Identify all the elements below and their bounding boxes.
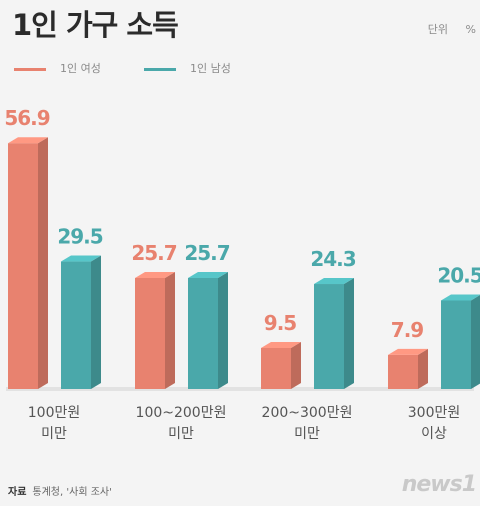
source-note: 자료 통계청, '사회 조사' <box>8 483 112 498</box>
value-label-male-0: 29.5 <box>57 225 102 249</box>
bar-side-female-2 <box>291 341 301 389</box>
category-label-2-0: 200~300만원 <box>262 405 353 421</box>
value-label-male-2: 24.3 <box>310 247 355 271</box>
bar-top-male-1 <box>188 271 228 278</box>
bar-top-female-2 <box>261 341 301 348</box>
bar-male-2 <box>314 284 344 389</box>
bar-side-male-1 <box>218 271 228 389</box>
category-label-2-1: 미만 <box>294 426 320 442</box>
bar-side-male-3 <box>471 295 480 389</box>
source-text: 통계청, '사회 조사' <box>32 487 112 498</box>
category-label-0-1: 미만 <box>41 426 67 442</box>
legend-label-male: 1인 남성 <box>190 62 231 75</box>
legend-item-male: 1인 남성 <box>144 60 231 76</box>
bar-male-0 <box>61 261 91 389</box>
news1-logo: news1 <box>401 472 477 497</box>
legend-item-female: 1인 여성 <box>14 60 101 76</box>
bar-male-3 <box>441 300 471 389</box>
value-label-male-3: 20.5 <box>437 263 480 287</box>
legend-swatch-male <box>144 67 176 71</box>
bar-female-3 <box>388 354 418 389</box>
category-label-1-1: 미만 <box>168 426 194 442</box>
value-label-male-1: 25.7 <box>184 241 229 265</box>
bar-top-female-1 <box>135 271 175 278</box>
category-label-0-0: 100만원 <box>28 405 80 421</box>
category-label-3-0: 300만원 <box>408 405 460 421</box>
legend-label-female: 1인 여성 <box>60 62 101 75</box>
bar-female-1 <box>135 277 165 389</box>
bar-top-male-0 <box>61 255 101 262</box>
value-label-female-1: 25.7 <box>131 241 176 265</box>
bar-side-female-1 <box>165 271 175 389</box>
bar-side-male-0 <box>91 255 101 389</box>
chart-title: 1인 가구 소득 <box>12 8 179 42</box>
category-label-1-0: 100~200만원 <box>136 405 227 421</box>
bar-top-female-0 <box>8 137 48 144</box>
bar-female-2 <box>261 347 291 389</box>
category-label-3-1: 이상 <box>421 426 447 442</box>
bar-male-1 <box>188 277 218 389</box>
bar-side-female-0 <box>38 137 48 389</box>
value-label-female-2: 9.5 <box>264 311 297 335</box>
value-label-female-0: 56.9 <box>4 106 49 130</box>
bar-top-female-3 <box>388 348 428 355</box>
bar-side-male-2 <box>344 278 354 389</box>
unit-label: 단위 % <box>427 23 476 36</box>
value-label-female-3: 7.9 <box>391 318 424 342</box>
bar-top-male-3 <box>441 294 480 301</box>
legend-swatch-female <box>14 67 46 71</box>
bar-top-male-2 <box>314 278 354 285</box>
source-label: 자료 <box>8 487 27 498</box>
baseline <box>6 387 474 391</box>
bar-side-female-3 <box>418 348 428 389</box>
bar-female-0 <box>8 143 38 389</box>
